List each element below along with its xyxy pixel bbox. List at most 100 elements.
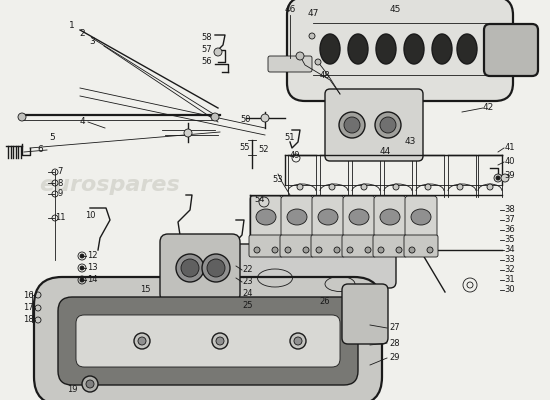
Text: 42: 42 (482, 104, 494, 112)
Circle shape (216, 337, 224, 345)
Text: 41: 41 (505, 144, 515, 152)
Text: 50: 50 (241, 116, 251, 124)
Text: 26: 26 (320, 298, 331, 306)
Circle shape (86, 380, 94, 388)
Circle shape (181, 259, 199, 277)
FancyBboxPatch shape (280, 235, 314, 257)
Text: 25: 25 (243, 302, 253, 310)
Circle shape (18, 113, 26, 121)
Text: 35: 35 (505, 236, 515, 244)
Circle shape (501, 174, 509, 182)
Circle shape (380, 117, 396, 133)
Circle shape (202, 254, 230, 282)
Circle shape (184, 129, 192, 137)
Circle shape (334, 247, 340, 253)
Text: 54: 54 (255, 196, 265, 204)
Text: 32: 32 (505, 266, 515, 274)
Ellipse shape (318, 209, 338, 225)
Text: 58: 58 (202, 34, 212, 42)
FancyBboxPatch shape (281, 196, 313, 250)
FancyBboxPatch shape (311, 235, 345, 257)
Ellipse shape (349, 209, 369, 225)
Text: 53: 53 (273, 176, 283, 184)
Circle shape (329, 184, 335, 190)
Text: 33: 33 (505, 256, 515, 264)
Text: 48: 48 (320, 70, 331, 80)
Circle shape (80, 278, 84, 282)
Circle shape (272, 247, 278, 253)
FancyBboxPatch shape (250, 196, 282, 250)
Circle shape (254, 247, 260, 253)
Text: 6: 6 (37, 146, 43, 154)
FancyBboxPatch shape (325, 89, 423, 161)
Circle shape (290, 333, 306, 349)
Ellipse shape (457, 34, 477, 64)
FancyBboxPatch shape (373, 235, 407, 257)
Circle shape (211, 113, 219, 121)
Circle shape (315, 59, 321, 65)
Text: 19: 19 (67, 386, 77, 394)
Ellipse shape (380, 209, 400, 225)
FancyBboxPatch shape (58, 297, 358, 385)
Text: 52: 52 (258, 146, 270, 154)
Text: 1: 1 (69, 20, 75, 30)
Text: 39: 39 (505, 170, 515, 180)
Text: 22: 22 (243, 266, 253, 274)
Circle shape (82, 376, 98, 392)
Text: 5: 5 (49, 134, 55, 142)
Circle shape (294, 337, 302, 345)
Circle shape (261, 114, 269, 122)
Text: 44: 44 (379, 148, 390, 156)
Ellipse shape (287, 209, 307, 225)
Text: 34: 34 (505, 246, 515, 254)
FancyBboxPatch shape (342, 235, 376, 257)
Text: 11: 11 (55, 214, 65, 222)
FancyBboxPatch shape (404, 235, 438, 257)
Circle shape (80, 266, 84, 270)
Text: 46: 46 (284, 6, 296, 14)
Text: 15: 15 (140, 286, 150, 294)
Text: 57: 57 (202, 46, 212, 54)
Circle shape (297, 184, 303, 190)
Circle shape (80, 254, 84, 258)
Circle shape (316, 247, 322, 253)
Text: 7: 7 (57, 168, 63, 176)
Ellipse shape (348, 34, 368, 64)
Text: 8: 8 (57, 178, 63, 188)
Circle shape (339, 112, 365, 138)
FancyBboxPatch shape (374, 196, 406, 250)
Ellipse shape (432, 34, 452, 64)
Text: 37: 37 (505, 216, 515, 224)
Text: 2: 2 (79, 30, 85, 38)
Circle shape (344, 117, 360, 133)
Text: 23: 23 (243, 278, 254, 286)
Text: 17: 17 (23, 304, 34, 312)
Circle shape (396, 247, 402, 253)
Text: 56: 56 (202, 58, 212, 66)
Text: eurospares: eurospares (40, 175, 180, 195)
Text: 30: 30 (505, 286, 515, 294)
Text: 45: 45 (389, 6, 401, 14)
Circle shape (457, 184, 463, 190)
Text: 27: 27 (390, 324, 400, 332)
Text: 47: 47 (307, 10, 318, 18)
Circle shape (365, 247, 371, 253)
FancyBboxPatch shape (343, 196, 375, 250)
Text: 49: 49 (290, 150, 300, 160)
Circle shape (427, 247, 433, 253)
Circle shape (303, 247, 309, 253)
Circle shape (409, 247, 415, 253)
Circle shape (207, 259, 225, 277)
Ellipse shape (320, 34, 340, 64)
FancyBboxPatch shape (287, 0, 513, 101)
Circle shape (496, 176, 500, 180)
Ellipse shape (404, 34, 424, 64)
Circle shape (176, 254, 204, 282)
Text: 14: 14 (87, 276, 97, 284)
Circle shape (214, 48, 222, 56)
Circle shape (425, 184, 431, 190)
FancyBboxPatch shape (209, 244, 396, 288)
Circle shape (134, 333, 150, 349)
Circle shape (347, 247, 353, 253)
Text: 31: 31 (505, 276, 515, 284)
